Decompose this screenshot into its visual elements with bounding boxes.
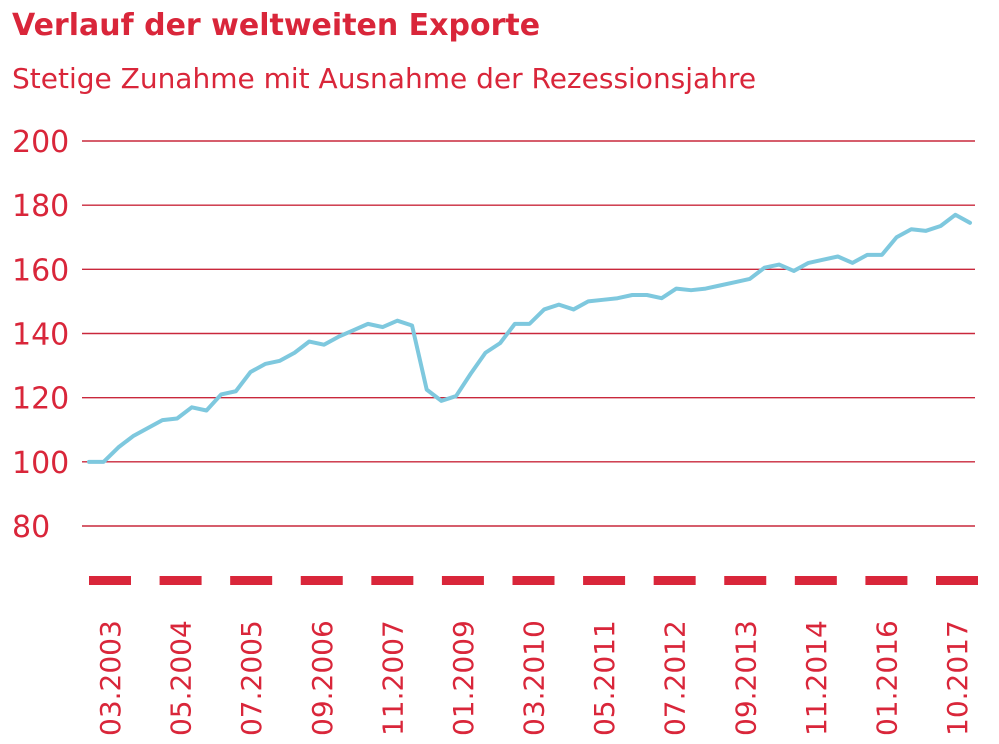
- y-tick-label: 80: [12, 510, 50, 545]
- y-tick-label: 160: [12, 253, 69, 288]
- x-tick-label: 10.2017: [941, 620, 974, 736]
- x-tick-label: 03.2010: [518, 620, 551, 736]
- x-tick-marker: [89, 576, 131, 585]
- x-tick-label: 01.2009: [447, 620, 480, 736]
- x-axis-markers: [89, 576, 978, 585]
- x-tick-label: 05.2011: [588, 620, 621, 736]
- gridlines: [82, 140, 975, 527]
- x-tick-marker: [230, 576, 273, 585]
- x-tick-label: 07.2005: [235, 620, 268, 736]
- x-tick-marker: [441, 576, 484, 585]
- x-tick-marker: [371, 576, 414, 585]
- x-tick-label: 05.2004: [165, 620, 198, 736]
- series-line-0: [87, 212, 972, 464]
- series-layer: [87, 212, 972, 464]
- chart-subtitle: Stetige Zunahme mit Ausnahme der Rezessi…: [12, 62, 757, 95]
- x-tick-label: 09.2006: [306, 620, 339, 736]
- y-tick-label: 200: [12, 125, 69, 160]
- x-tick-label: 11.2014: [800, 620, 833, 736]
- x-tick-label: 11.2007: [376, 620, 409, 736]
- x-tick-marker: [583, 576, 626, 585]
- y-tick-label: 140: [12, 318, 69, 353]
- x-axis-labels: 03.2003 05.2004 07.2005 09.2006 11.2007 01.20…: [94, 620, 974, 736]
- y-axis-labels: 200 180 160 140 120 100 80: [12, 125, 69, 545]
- x-tick-label: 01.2016: [870, 620, 903, 736]
- x-tick-marker: [936, 576, 978, 585]
- x-tick-marker: [159, 576, 202, 585]
- x-tick-marker: [653, 576, 696, 585]
- x-tick-marker: [300, 576, 343, 585]
- x-tick-label: 07.2012: [659, 620, 692, 736]
- x-tick-marker: [512, 576, 555, 585]
- x-tick-marker: [794, 576, 837, 585]
- chart-title: Verlauf der weltweiten Exporte: [12, 8, 541, 43]
- y-tick-label: 180: [12, 189, 69, 224]
- x-tick-marker: [724, 576, 767, 585]
- x-tick-marker: [865, 576, 908, 585]
- y-tick-label: 120: [12, 382, 69, 417]
- x-tick-label: 09.2013: [729, 620, 762, 736]
- x-tick-label: 03.2003: [94, 620, 127, 736]
- y-tick-label: 100: [12, 446, 69, 481]
